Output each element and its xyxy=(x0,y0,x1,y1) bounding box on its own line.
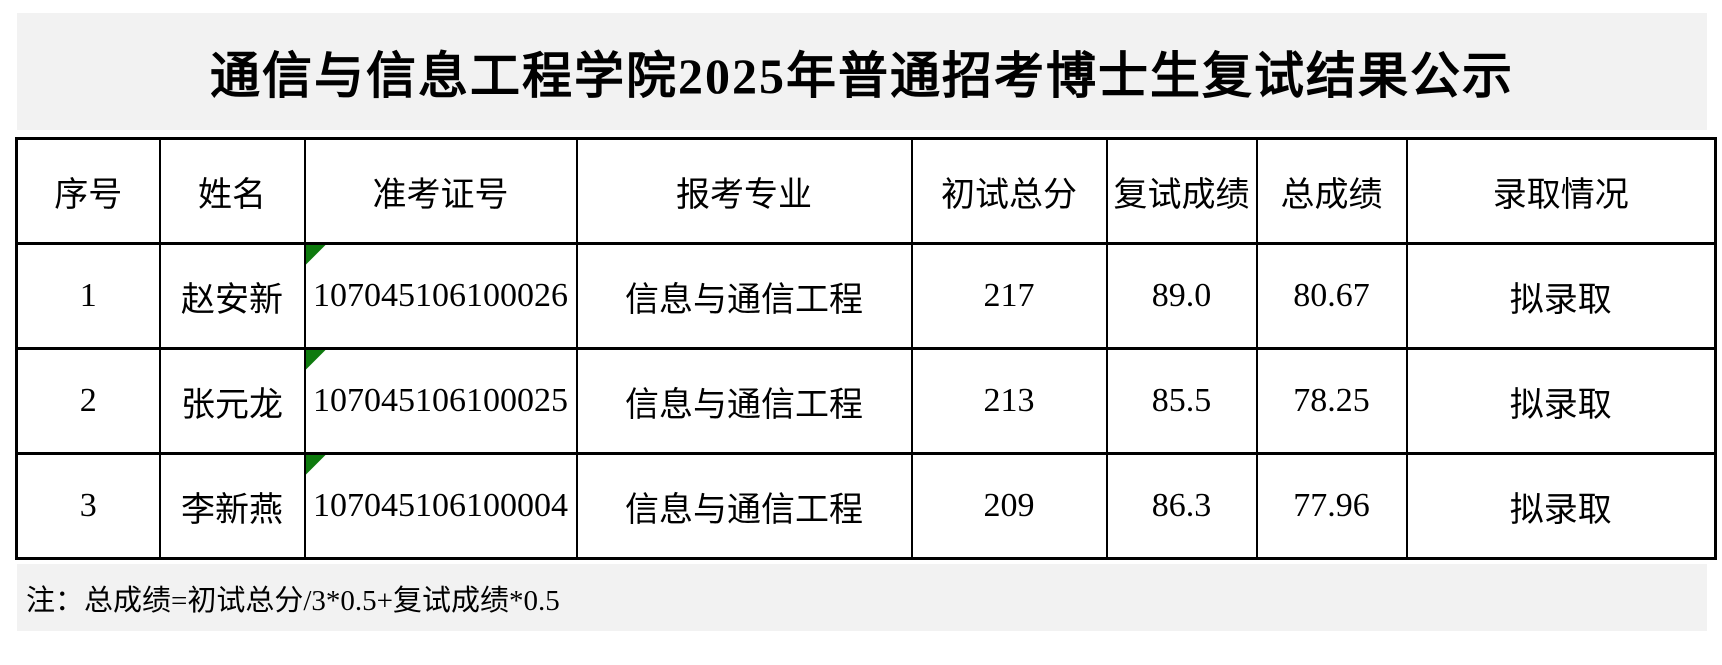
cell-initial-score[interactable]: 213 xyxy=(910,347,1108,455)
column-header-ticket-number[interactable]: 准考证号 xyxy=(303,137,578,245)
note-band: 注：总成绩=初试总分/3*0.5+复试成绩*0.5 xyxy=(17,564,1707,631)
cell-initial-score[interactable]: 217 xyxy=(910,242,1108,350)
cell-admission-status[interactable]: 拟录取 xyxy=(1405,347,1717,455)
header-row: 序号 姓名 准考证号 报考专业 初试总分 复试成绩 总成绩 录取情况 xyxy=(15,137,1717,245)
results-table-body: 1 赵安新 107045106100026 信息与通信工程 217 89.0 80.67 拟录… xyxy=(15,242,1717,560)
table-row: 1 赵安新 107045106100026 信息与通信工程 217 89.0 80.67 拟录… xyxy=(15,242,1717,350)
column-header-total-score[interactable]: 总成绩 xyxy=(1255,137,1408,245)
cell-initial-score[interactable]: 209 xyxy=(910,452,1108,560)
cell-total-score[interactable]: 78.25 xyxy=(1255,347,1408,455)
green-triangle-icon xyxy=(306,351,326,370)
cell-total-score[interactable]: 77.96 xyxy=(1255,452,1408,560)
cell-total-score[interactable]: 80.67 xyxy=(1255,242,1408,350)
cell-ticket-number[interactable]: 107045106100004 xyxy=(303,452,578,560)
column-header-initial-score[interactable]: 初试总分 xyxy=(910,137,1108,245)
column-header-name[interactable]: 姓名 xyxy=(158,137,306,245)
cell-name[interactable]: 赵安新 xyxy=(158,242,306,350)
results-table: 序号 姓名 准考证号 报考专业 初试总分 复试成绩 总成绩 录取情况 1 赵安新 1… xyxy=(15,137,1717,560)
cell-name[interactable]: 张元龙 xyxy=(158,347,306,455)
green-triangle-icon xyxy=(306,246,326,265)
cell-retest-score[interactable]: 86.3 xyxy=(1105,452,1258,560)
cell-admission-status[interactable]: 拟录取 xyxy=(1405,242,1717,350)
cell-ticket-number[interactable]: 107045106100026 xyxy=(303,242,578,350)
cell-index[interactable]: 3 xyxy=(15,452,161,560)
table-row: 3 李新燕 107045106100004 信息与通信工程 209 86.3 77.96 拟录… xyxy=(15,452,1717,560)
cell-major[interactable]: 信息与通信工程 xyxy=(575,452,913,560)
cell-index[interactable]: 2 xyxy=(15,347,161,455)
column-header-major[interactable]: 报考专业 xyxy=(575,137,913,245)
column-header-index[interactable]: 序号 xyxy=(15,137,161,245)
table-row: 2 张元龙 107045106100025 信息与通信工程 213 85.5 78.25 拟录… xyxy=(15,347,1717,455)
cell-retest-score[interactable]: 85.5 xyxy=(1105,347,1258,455)
cell-name[interactable]: 李新燕 xyxy=(158,452,306,560)
footnote: 注：总成绩=初试总分/3*0.5+复试成绩*0.5 xyxy=(26,584,560,617)
column-header-admission-status[interactable]: 录取情况 xyxy=(1405,137,1717,245)
column-header-retest-score[interactable]: 复试成绩 xyxy=(1105,137,1258,245)
cell-retest-score[interactable]: 89.0 xyxy=(1105,242,1258,350)
cell-ticket-number[interactable]: 107045106100025 xyxy=(303,347,578,455)
title-band: 通信与信息工程学院2025年普通招考博士生复试结果公示 xyxy=(17,13,1707,130)
green-triangle-icon xyxy=(306,456,326,475)
cell-index[interactable]: 1 xyxy=(15,242,161,350)
cell-major[interactable]: 信息与通信工程 xyxy=(575,347,913,455)
page-title: 通信与信息工程学院2025年普通招考博士生复试结果公示 xyxy=(210,47,1514,104)
cell-major[interactable]: 信息与通信工程 xyxy=(575,242,913,350)
cell-admission-status[interactable]: 拟录取 xyxy=(1405,452,1717,560)
